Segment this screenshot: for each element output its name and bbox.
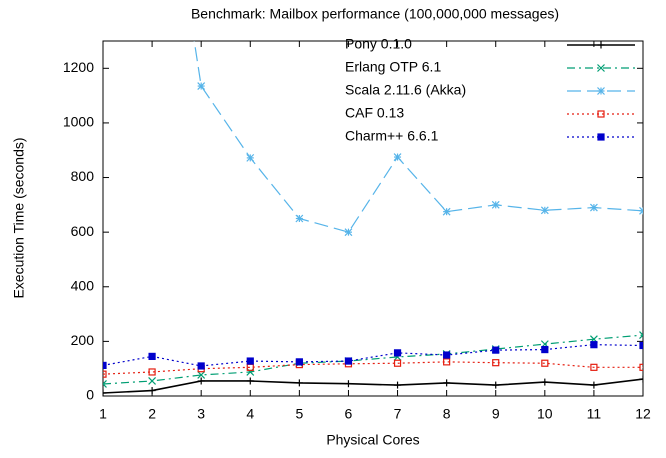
data-point <box>639 341 643 350</box>
data-point <box>639 363 643 371</box>
data-point <box>295 379 303 387</box>
data-point <box>492 346 500 354</box>
data-point <box>589 203 598 212</box>
data-point <box>344 357 353 365</box>
y-tick-label: 600 <box>71 223 95 239</box>
data-point <box>148 377 157 385</box>
data-point <box>103 370 107 378</box>
data-point <box>393 349 402 357</box>
data-point <box>197 362 205 370</box>
y-tick-label: 0 <box>86 387 94 403</box>
data-point <box>246 377 254 385</box>
y-tick-label: 800 <box>71 168 95 184</box>
data-point <box>148 368 156 376</box>
data-point <box>639 206 643 215</box>
data-point <box>344 380 352 388</box>
data-point <box>103 361 107 370</box>
plot-frame <box>102 40 644 397</box>
data-point <box>541 378 549 386</box>
y-tick-label: 1000 <box>63 114 94 130</box>
x-tick-label: 12 <box>635 406 651 422</box>
data-point <box>197 371 206 379</box>
data-point <box>246 357 254 365</box>
data-point <box>492 381 500 389</box>
data-point <box>443 351 451 359</box>
legend-marker <box>597 110 605 118</box>
series-line <box>103 344 643 367</box>
data-point <box>148 352 156 361</box>
chart-title: Benchmark: Mailbox performance (100,000,… <box>191 6 559 22</box>
legend-label: Charm++ 6.6.1 <box>345 128 439 144</box>
series-line <box>103 378 643 394</box>
data-point <box>148 387 156 395</box>
data-point <box>590 363 598 371</box>
data-point <box>443 379 451 387</box>
x-tick-label: 6 <box>345 406 353 422</box>
data-point <box>590 381 598 389</box>
legend-marker <box>597 64 605 72</box>
plot-area <box>103 41 643 396</box>
data-point <box>639 331 643 340</box>
data-point <box>197 82 206 90</box>
x-tick-label: 4 <box>246 406 254 422</box>
data-point <box>295 214 304 223</box>
data-point <box>491 200 500 209</box>
data-point <box>246 368 255 376</box>
x-tick-label: 11 <box>587 406 602 422</box>
data-point <box>541 345 549 354</box>
data-point <box>394 381 402 389</box>
series-line <box>103 361 643 375</box>
x-tick-label: 8 <box>443 406 451 422</box>
data-point <box>442 207 451 216</box>
series-line <box>193 41 643 233</box>
data-point <box>246 153 255 162</box>
legend-marker <box>597 41 605 49</box>
data-point <box>344 228 353 237</box>
legend-label: Pony 0.1.0 <box>345 36 412 52</box>
x-tick-label: 5 <box>295 406 303 422</box>
y-tick-label: 1200 <box>63 59 94 75</box>
data-point <box>295 358 303 366</box>
data-point <box>492 359 500 367</box>
data-point <box>393 359 402 367</box>
data-point <box>590 341 598 349</box>
legend-marker <box>597 87 605 95</box>
x-tick-label: 3 <box>197 406 205 422</box>
legend-marker <box>597 133 605 141</box>
data-point <box>540 206 549 215</box>
data-point <box>103 380 107 388</box>
x-axis-label: Physical Cores <box>326 432 419 448</box>
x-tick-label: 2 <box>148 406 156 422</box>
x-tick-label: 10 <box>537 406 553 422</box>
y-tick-label: 400 <box>71 277 95 293</box>
x-tick-label: 7 <box>394 406 402 422</box>
legend-label: Erlang OTP 6.1 <box>345 59 441 75</box>
series-line <box>103 334 643 385</box>
data-point <box>443 358 451 366</box>
data-point <box>541 359 549 367</box>
data-point <box>103 389 107 396</box>
x-tick-label: 9 <box>492 406 500 422</box>
legend-label: CAF 0.13 <box>345 105 404 121</box>
data-point <box>639 375 643 383</box>
y-axis-label: Execution Time (seconds) <box>11 137 27 298</box>
y-tick-label: 200 <box>71 332 95 348</box>
x-tick-label: 1 <box>99 406 107 422</box>
data-point <box>197 377 205 385</box>
legend-label: Scala 2.11.6 (Akka) <box>345 82 466 98</box>
data-point <box>393 153 402 161</box>
